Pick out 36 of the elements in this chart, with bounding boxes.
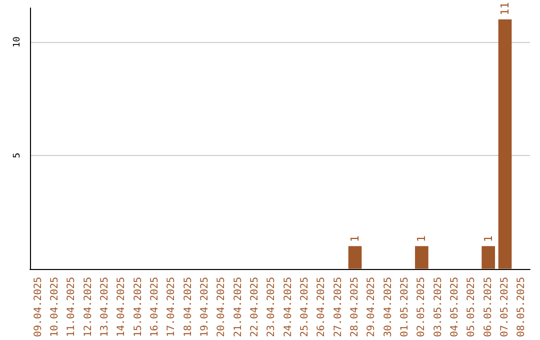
x-tick-label: 03.05.2025 xyxy=(432,276,444,338)
x-tick-label: 17.04.2025 xyxy=(166,276,178,338)
x-tick-label: 14.04.2025 xyxy=(116,276,128,338)
data-label: 1 xyxy=(482,235,495,242)
x-tick-label: 12.04.2025 xyxy=(82,276,94,338)
x-tick-label: 13.04.2025 xyxy=(100,276,110,338)
x-tick-label: 27.04.2025 xyxy=(332,276,344,338)
x-tick-label: 21.04.2025 xyxy=(232,276,244,338)
x-tick-label: 07.05.2025 xyxy=(500,276,510,338)
x-tick-label: 08.05.2025 xyxy=(516,276,528,338)
x-tick-label: 28.04.2025 xyxy=(350,276,360,338)
x-tick-label: 18.04.2025 xyxy=(182,276,194,338)
x-tick-label: 29.04.2025 xyxy=(366,276,378,338)
x-tick-label: 22.04.2025 xyxy=(250,276,260,338)
x-tick-label: 05.05.2025 xyxy=(466,276,478,338)
y-tick-label: 5 xyxy=(12,152,22,158)
x-tick-label: 19.04.2025 xyxy=(200,276,210,338)
data-label: 1 xyxy=(415,235,428,242)
x-tick-label: 23.04.2025 xyxy=(266,276,278,338)
x-tick-label: 24.04.2025 xyxy=(282,276,294,338)
x-tick-label: 11.04.2025 xyxy=(66,276,78,338)
y-tick-label: 10 xyxy=(12,36,22,48)
x-tick-label: 04.05.2025 xyxy=(450,276,460,338)
data-label: 11 xyxy=(498,2,512,16)
x-tick-label: 06.05.2025 xyxy=(482,276,494,338)
x-tick-label: 01.05.2025 xyxy=(400,276,410,338)
x-tick-label: 16.04.2025 xyxy=(150,276,160,338)
x-tick-label: 10.04.2025 xyxy=(50,276,60,338)
x-tick-label: 02.05.2025 xyxy=(416,276,428,338)
x-tick-label: 26.04.2025 xyxy=(316,276,328,338)
x-tick-label: 25.04.2025 xyxy=(300,276,310,338)
x-tick-label: 09.04.2025 xyxy=(32,276,44,338)
data-label: 1 xyxy=(348,235,362,242)
x-tick-label: 30.04.2025 xyxy=(382,276,394,338)
x-tick-label: 20.04.2025 xyxy=(216,276,228,338)
x-tick-label: 15.04.2025 xyxy=(132,276,144,338)
